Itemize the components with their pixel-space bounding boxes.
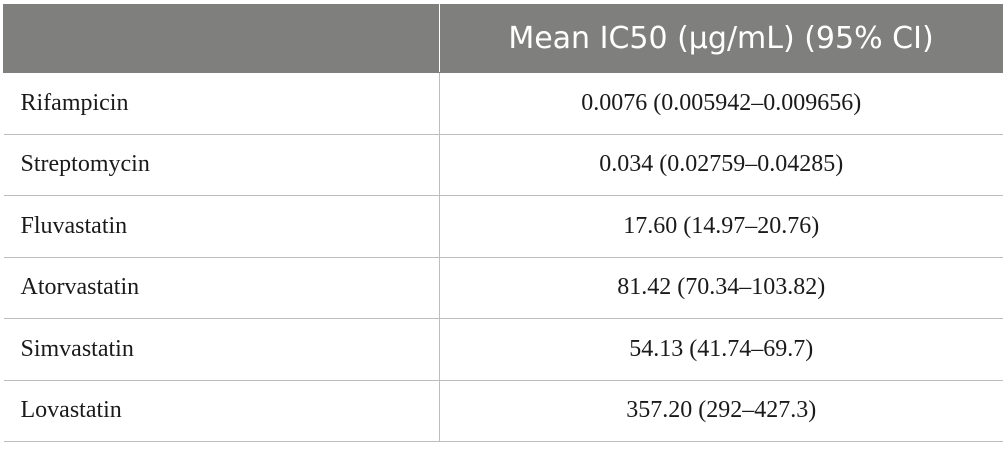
- table-header: Mean IC50 (µg/mL) (95% CI): [3, 4, 1003, 73]
- ic50-table: Mean IC50 (µg/mL) (95% CI) Rifampicin 0.…: [3, 4, 1003, 442]
- header-cell-ic50: Mean IC50 (µg/mL) (95% CI): [439, 4, 1003, 73]
- table-row: Simvastatin 54.13 (41.74–69.7): [3, 318, 1003, 381]
- drug-name-cell: Rifampicin: [3, 72, 440, 135]
- drug-name-cell: Fluvastatin: [3, 195, 440, 258]
- drug-name-cell: Streptomycin: [3, 134, 440, 196]
- ic50-value-cell: 54.13 (41.74–69.7): [439, 318, 1003, 381]
- table-row: Streptomycin 0.034 (0.02759–0.04285): [3, 134, 1003, 196]
- table-body: Rifampicin 0.0076 (0.005942–0.009656) St…: [3, 72, 1003, 442]
- table-row: Lovastatin 357.20 (292–427.3): [3, 380, 1003, 442]
- ic50-value-cell: 0.034 (0.02759–0.04285): [439, 134, 1003, 196]
- ic50-value-cell: 81.42 (70.34–103.82): [439, 257, 1003, 319]
- drug-name-cell: Simvastatin: [3, 318, 440, 381]
- table-row: Fluvastatin 17.60 (14.97–20.76): [3, 195, 1003, 258]
- ic50-value-cell: 0.0076 (0.005942–0.009656): [439, 72, 1003, 135]
- table-row: Rifampicin 0.0076 (0.005942–0.009656): [3, 72, 1003, 135]
- ic50-value-cell: 357.20 (292–427.3): [439, 380, 1003, 442]
- ic50-value-cell: 17.60 (14.97–20.76): [439, 195, 1003, 258]
- drug-name-cell: Lovastatin: [3, 380, 440, 442]
- header-cell-drug: [3, 4, 440, 73]
- table-row: Atorvastatin 81.42 (70.34–103.82): [3, 257, 1003, 319]
- drug-name-cell: Atorvastatin: [3, 257, 440, 319]
- header-row: Mean IC50 (µg/mL) (95% CI): [3, 4, 1003, 73]
